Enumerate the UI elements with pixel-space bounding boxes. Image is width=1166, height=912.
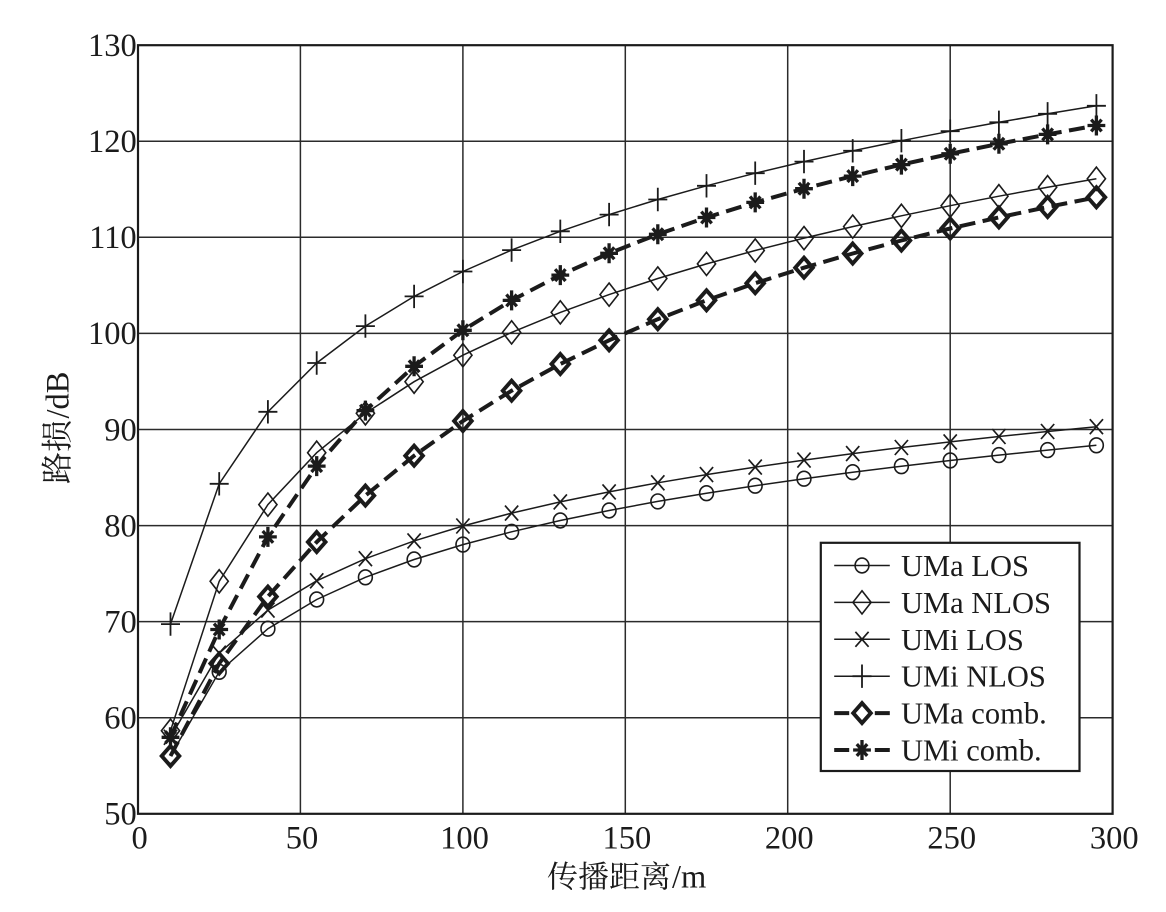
svg-text:90: 90 — [104, 412, 137, 448]
svg-text:0: 0 — [131, 821, 147, 857]
svg-text:100: 100 — [88, 316, 137, 352]
svg-text:UMa NLOS: UMa NLOS — [901, 586, 1051, 620]
svg-text:50: 50 — [286, 821, 319, 857]
svg-text:UMi comb.: UMi comb. — [901, 734, 1042, 768]
svg-text:60: 60 — [104, 701, 137, 737]
svg-text:/dB: /dB — [40, 372, 76, 419]
svg-text:200: 200 — [765, 821, 814, 857]
svg-text:300: 300 — [1090, 821, 1139, 857]
svg-text:UMa comb.: UMa comb. — [901, 697, 1047, 731]
svg-text:130: 130 — [88, 28, 137, 64]
svg-text:120: 120 — [88, 124, 137, 160]
svg-text:70: 70 — [104, 604, 137, 640]
svg-text:100: 100 — [440, 821, 489, 857]
svg-text:UMa LOS: UMa LOS — [901, 549, 1029, 583]
svg-text:150: 150 — [603, 821, 652, 857]
svg-text:250: 250 — [927, 821, 976, 857]
svg-text:UMi NLOS: UMi NLOS — [901, 660, 1046, 694]
svg-text:/m: /m — [672, 860, 706, 896]
svg-text:UMi LOS: UMi LOS — [901, 623, 1024, 657]
svg-text:50: 50 — [104, 797, 137, 833]
svg-text:110: 110 — [89, 220, 137, 256]
svg-text:80: 80 — [104, 508, 137, 544]
